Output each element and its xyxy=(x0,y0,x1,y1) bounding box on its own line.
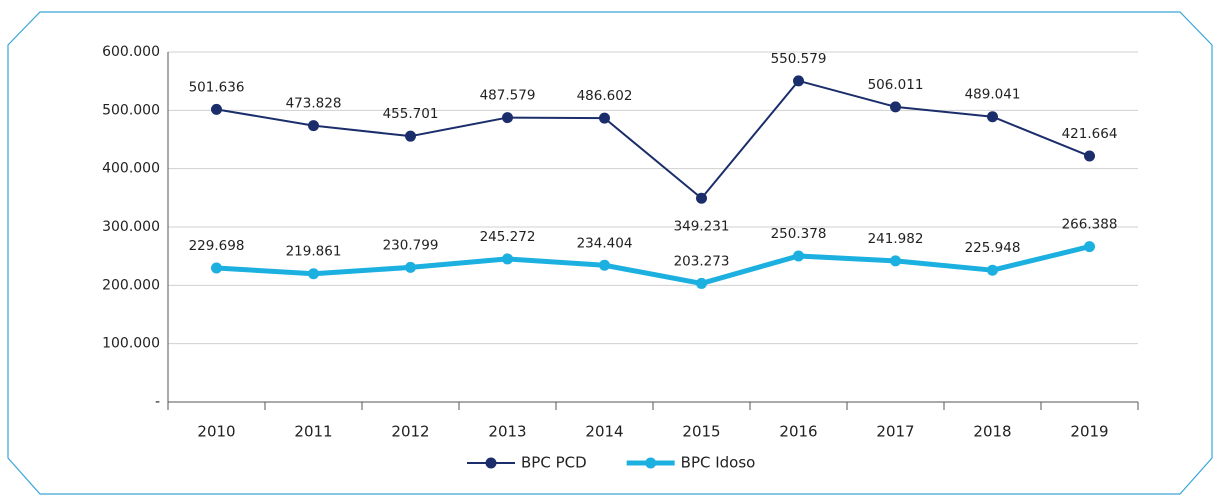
data-point xyxy=(308,120,319,132)
data-label: 266.388 xyxy=(1062,217,1118,233)
data-point xyxy=(599,259,610,271)
data-point xyxy=(502,253,513,265)
data-label: 203.273 xyxy=(674,253,730,269)
legend-label: BPC Idoso xyxy=(681,454,756,472)
data-label: 501.636 xyxy=(189,79,245,95)
data-point xyxy=(405,261,416,273)
y-tick-label: 200.000 xyxy=(102,277,160,293)
data-label: 489.041 xyxy=(965,87,1021,103)
data-point xyxy=(696,192,707,204)
x-tick-label: 2010 xyxy=(197,423,235,441)
data-label: 225.948 xyxy=(965,240,1021,256)
x-tick-label: 2016 xyxy=(779,423,817,441)
data-label: 550.579 xyxy=(771,51,827,67)
data-label: 473.828 xyxy=(286,96,342,112)
y-tick-label: 400.000 xyxy=(102,161,160,177)
data-point xyxy=(211,262,222,274)
data-point xyxy=(1084,150,1095,162)
data-label: 421.664 xyxy=(1062,126,1118,142)
data-label: 219.861 xyxy=(286,244,342,260)
data-point xyxy=(308,268,319,280)
data-point xyxy=(696,277,707,289)
data-label: 349.231 xyxy=(674,218,730,234)
data-point xyxy=(211,103,222,115)
legend-marker xyxy=(485,457,497,469)
data-label: 506.011 xyxy=(868,77,924,93)
x-tick-label: 2011 xyxy=(294,423,332,441)
data-point xyxy=(987,264,998,276)
y-tick-label: 100.000 xyxy=(102,336,160,352)
legend-label: BPC PCD xyxy=(521,454,587,472)
y-tick-label: - xyxy=(155,394,160,410)
data-label: 245.272 xyxy=(480,229,536,245)
legend-marker xyxy=(645,457,657,469)
data-point xyxy=(987,111,998,123)
data-label: 234.404 xyxy=(577,235,633,251)
series-line xyxy=(216,244,1091,286)
data-point xyxy=(793,250,804,262)
data-point xyxy=(793,75,804,87)
x-tick-label: 2014 xyxy=(585,423,623,441)
x-tick-label: 2017 xyxy=(876,423,914,441)
data-point xyxy=(502,112,513,124)
series-line xyxy=(216,79,1090,200)
data-label: 241.982 xyxy=(868,231,924,247)
y-tick-label: 300.000 xyxy=(102,219,160,235)
data-label: 229.698 xyxy=(189,238,245,254)
y-tick-label: 600.000 xyxy=(102,44,160,60)
x-tick-label: 2018 xyxy=(973,423,1011,441)
x-tick-label: 2012 xyxy=(391,423,429,441)
data-label: 455.701 xyxy=(383,106,439,122)
data-point xyxy=(599,112,610,124)
data-point xyxy=(890,255,901,267)
y-tick-label: 500.000 xyxy=(102,102,160,118)
frame xyxy=(7,11,1213,495)
data-point xyxy=(405,130,416,142)
data-label: 486.602 xyxy=(577,88,633,104)
data-point xyxy=(1084,241,1095,253)
x-tick-label: 2019 xyxy=(1070,423,1108,441)
data-point xyxy=(890,101,901,113)
x-tick-label: 2013 xyxy=(488,423,526,441)
x-tick-label: 2015 xyxy=(682,423,720,441)
data-label: 487.579 xyxy=(480,88,536,104)
data-label: 230.799 xyxy=(383,237,439,253)
data-label: 250.378 xyxy=(771,226,827,242)
